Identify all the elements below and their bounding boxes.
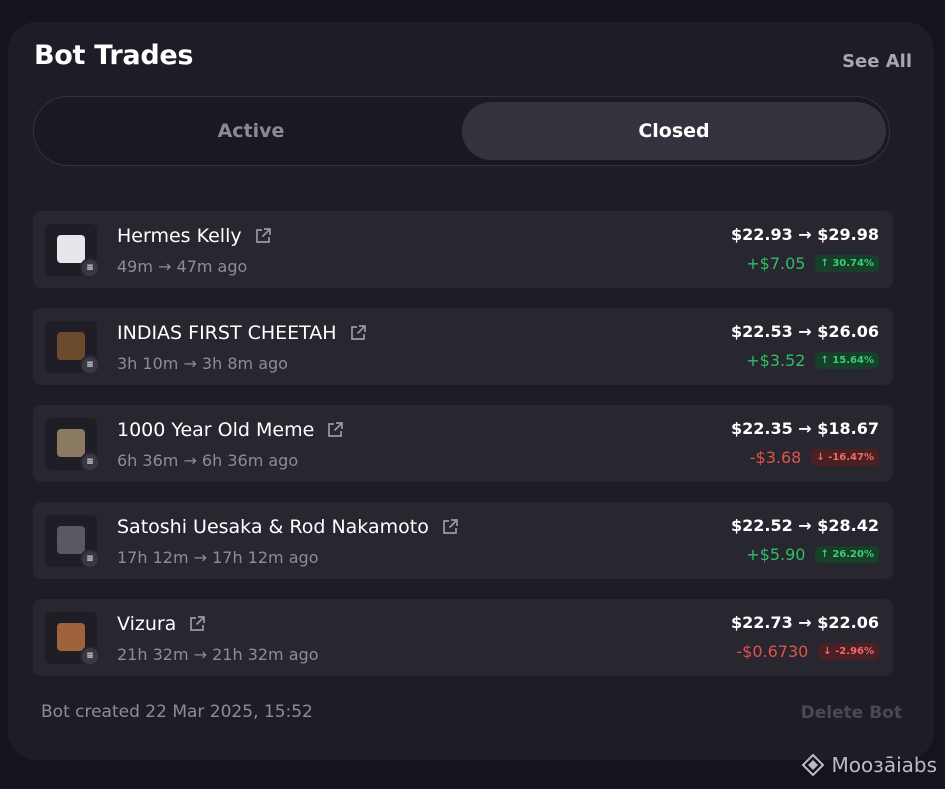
diamond-logo-icon — [802, 753, 825, 777]
token-name: Satoshi Uesaka & Rod Nakamoto — [117, 516, 429, 538]
pnl-percent-badge: ↑ 30.74% — [815, 255, 879, 272]
trade-status-tabs: Active Closed — [33, 96, 890, 166]
token-thumbnail: ≡ — [45, 418, 100, 472]
see-all-link[interactable]: See All — [842, 51, 912, 72]
trade-duration: 49m → 47m ago — [117, 257, 248, 276]
pnl-amount: -$0.6730 — [736, 642, 809, 661]
trade-row[interactable]: ≡ Vizura 21h 32m → 21h 32m ago $22.73 → … — [33, 599, 893, 676]
chain-badge-icon: ≡ — [80, 452, 100, 472]
chain-badge-icon: ≡ — [80, 549, 100, 569]
handbag-icon — [57, 235, 85, 263]
trade-row[interactable]: ≡ Hermes Kelly 49m → 47m ago $22.93 → $2… — [33, 211, 893, 288]
tab-active[interactable]: Active — [217, 120, 285, 142]
bot-created-text: Bot created 22 Mar 2025, 15:52 — [41, 702, 313, 722]
delete-bot-button[interactable]: Delete Bot — [800, 703, 902, 723]
pnl-row: +$3.52 ↑ 15.64% — [746, 351, 879, 370]
token-name-row: Satoshi Uesaka & Rod Nakamoto — [117, 516, 459, 538]
price-change: $22.52 → $28.42 — [730, 516, 879, 535]
token-name: 1000 Year Old Meme — [117, 419, 315, 441]
price-change: $22.73 → $22.06 — [730, 613, 879, 632]
token-name: Hermes Kelly — [117, 225, 242, 247]
external-link-icon[interactable] — [349, 324, 367, 342]
trade-duration: 3h 10m → 3h 8m ago — [117, 354, 288, 373]
token-thumbnail: ≡ — [45, 224, 100, 278]
token-name-row: 1000 Year Old Meme — [117, 419, 344, 441]
price-change: $22.93 → $29.98 — [730, 225, 879, 244]
trade-row[interactable]: ≡ Satoshi Uesaka & Rod Nakamoto 17h 12m … — [33, 502, 893, 579]
pnl-row: +$7.05 ↑ 30.74% — [746, 254, 879, 273]
chain-badge-icon: ≡ — [80, 646, 100, 666]
pnl-amount: +$3.52 — [746, 351, 806, 370]
watermark: Mooзāiabs — [801, 753, 937, 777]
trade-duration: 6h 36m → 6h 36m ago — [117, 451, 299, 470]
pnl-amount: +$7.05 — [746, 254, 806, 273]
pnl-row: -$0.6730 ↓ -2.96% — [736, 642, 879, 661]
pnl-percent-badge: ↑ 26.20% — [815, 546, 879, 563]
page-title: Bot Trades — [34, 40, 194, 71]
trade-duration: 17h 12m → 17h 12m ago — [117, 548, 319, 567]
token-thumbnail: ≡ — [45, 321, 100, 375]
trade-duration: 21h 32m → 21h 32m ago — [117, 645, 319, 664]
trade-row[interactable]: ≡ 1000 Year Old Meme 6h 36m → 6h 36m ago… — [33, 405, 893, 482]
pnl-percent-badge: ↑ 15.64% — [815, 352, 879, 369]
chain-badge-icon: ≡ — [80, 258, 100, 278]
pnl-percent-badge: ↓ -16.47% — [811, 449, 879, 466]
token-name: Vizura — [117, 613, 177, 635]
token-name-row: Hermes Kelly — [117, 225, 272, 247]
tab-closed[interactable]: Closed — [462, 102, 886, 160]
external-link-icon[interactable] — [254, 227, 272, 245]
watermark-text: Mooзāiabs — [831, 753, 937, 777]
pnl-row: +$5.90 ↑ 26.20% — [746, 545, 879, 564]
token-name-row: Vizura — [117, 613, 206, 635]
external-link-icon[interactable] — [188, 615, 206, 633]
pyramid-image — [57, 623, 85, 651]
price-change: $22.53 → $26.06 — [730, 322, 879, 341]
portrait-image — [57, 526, 85, 554]
ancient-carving-image — [57, 429, 85, 457]
pnl-amount: +$5.90 — [746, 545, 806, 564]
chain-badge-icon: ≡ — [80, 355, 100, 375]
pnl-row: -$3.68 ↓ -16.47% — [750, 448, 879, 467]
token-thumbnail: ≡ — [45, 515, 100, 569]
token-name-row: INDIAS FIRST CHEETAH — [117, 322, 367, 344]
cheetah-image — [57, 332, 85, 360]
pnl-percent-badge: ↓ -2.96% — [818, 643, 879, 660]
token-name: INDIAS FIRST CHEETAH — [117, 322, 337, 344]
token-thumbnail: ≡ — [45, 612, 100, 666]
price-change: $22.35 → $18.67 — [730, 419, 879, 438]
trade-row[interactable]: ≡ INDIAS FIRST CHEETAH 3h 10m → 3h 8m ag… — [33, 308, 893, 385]
external-link-icon[interactable] — [441, 518, 459, 536]
pnl-amount: -$3.68 — [749, 448, 802, 467]
external-link-icon[interactable] — [326, 421, 344, 439]
